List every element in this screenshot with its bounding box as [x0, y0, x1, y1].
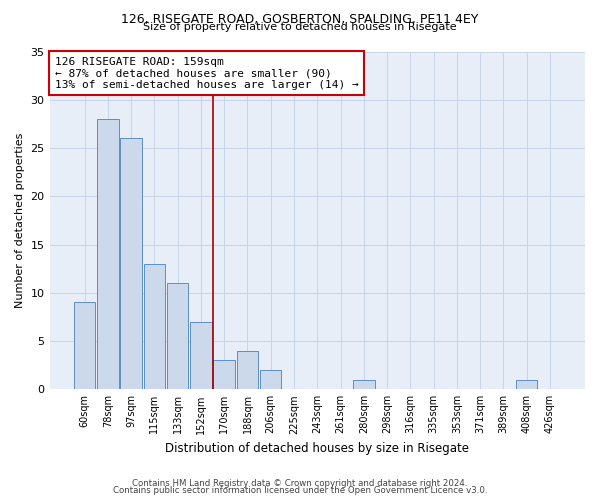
Bar [74, 302, 95, 390]
Bar [121, 138, 142, 390]
Bar [353, 380, 374, 390]
Bar [190, 322, 212, 390]
X-axis label: Distribution of detached houses by size in Risegate: Distribution of detached houses by size … [165, 442, 469, 455]
Y-axis label: Number of detached properties: Number of detached properties [15, 132, 25, 308]
Text: 126 RISEGATE ROAD: 159sqm
← 87% of detached houses are smaller (90)
13% of semi-: 126 RISEGATE ROAD: 159sqm ← 87% of detac… [55, 56, 359, 90]
Bar [516, 380, 538, 390]
Bar [167, 283, 188, 390]
Text: 126, RISEGATE ROAD, GOSBERTON, SPALDING, PE11 4EY: 126, RISEGATE ROAD, GOSBERTON, SPALDING,… [121, 12, 479, 26]
Text: Contains public sector information licensed under the Open Government Licence v3: Contains public sector information licen… [113, 486, 487, 495]
Bar [260, 370, 281, 390]
Bar [237, 350, 258, 390]
Text: Size of property relative to detached houses in Risegate: Size of property relative to detached ho… [143, 22, 457, 32]
Bar [214, 360, 235, 390]
Text: Contains HM Land Registry data © Crown copyright and database right 2024.: Contains HM Land Registry data © Crown c… [132, 478, 468, 488]
Bar [97, 119, 119, 390]
Bar [143, 264, 165, 390]
